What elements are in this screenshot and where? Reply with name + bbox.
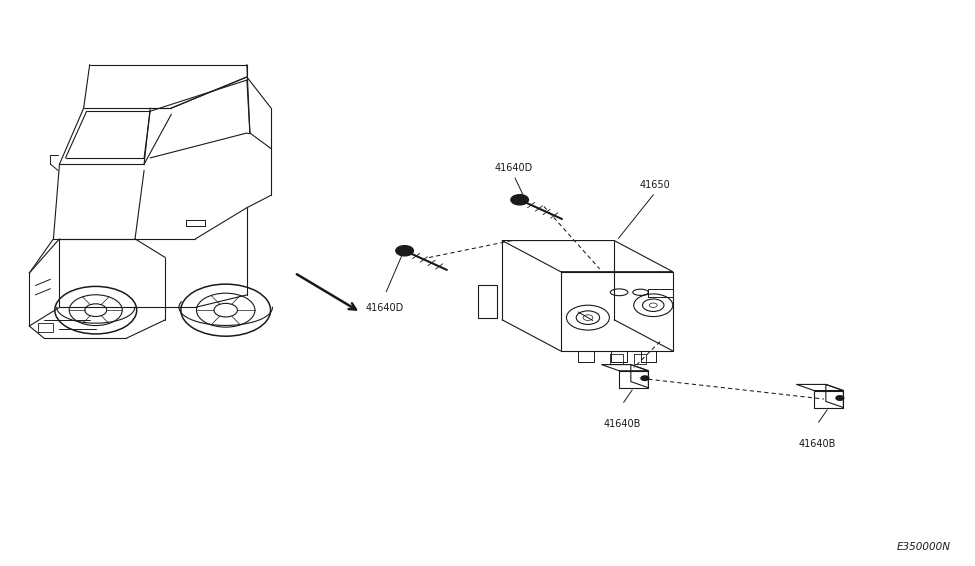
Circle shape <box>396 246 413 256</box>
Circle shape <box>511 195 528 205</box>
Text: 41650: 41650 <box>640 179 671 190</box>
Text: 41640D: 41640D <box>494 162 533 173</box>
Text: 41640D: 41640D <box>366 303 405 313</box>
Circle shape <box>836 396 843 400</box>
Text: 41640B: 41640B <box>604 419 641 429</box>
Text: E350000N: E350000N <box>897 542 951 552</box>
Text: 41640B: 41640B <box>799 439 836 449</box>
Circle shape <box>641 376 648 380</box>
